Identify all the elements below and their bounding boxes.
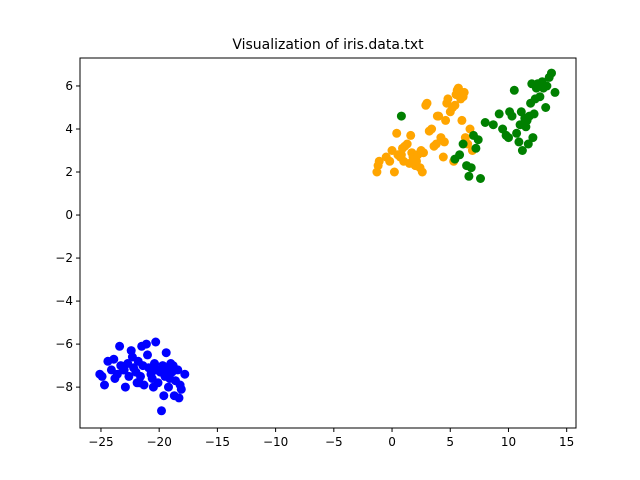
data-point-series-2	[488, 120, 498, 130]
data-point-series-0	[174, 393, 184, 403]
data-point-series-1	[385, 156, 395, 166]
data-point-series-2	[471, 143, 481, 153]
data-point-series-1	[374, 156, 384, 166]
data-point-series-2	[473, 135, 483, 145]
data-point-series-2	[547, 68, 556, 78]
data-point-series-0	[141, 339, 151, 349]
data-point-series-0	[115, 341, 125, 351]
data-point-series-0	[143, 350, 152, 360]
data-point-series-0	[176, 384, 186, 394]
data-point-series-0	[124, 371, 134, 381]
data-point-series-2	[505, 107, 515, 117]
data-point-series-1	[443, 94, 453, 104]
data-point-series-1	[439, 137, 449, 147]
data-point-series-1	[457, 115, 467, 125]
data-point-series-0	[100, 380, 109, 390]
data-point-series-2	[530, 94, 540, 104]
data-point-series-2	[542, 81, 552, 91]
data-point-series-0	[120, 382, 130, 392]
data-point-series-1	[450, 100, 460, 110]
chart-title: Visualization of iris.data.txt	[232, 37, 424, 53]
x-tick-label: −15	[205, 435, 230, 449]
x-tick-label: 10	[501, 435, 516, 449]
data-point-series-1	[422, 98, 432, 108]
y-tick-label: 6	[65, 79, 73, 93]
data-point-series-2	[396, 111, 406, 121]
points-layer	[95, 68, 560, 416]
data-point-series-2	[541, 103, 551, 112]
data-point-series-1	[392, 128, 402, 138]
y-tick-label: −4	[55, 294, 73, 308]
y-tick-label: 0	[65, 208, 73, 222]
data-point-series-2	[458, 139, 468, 149]
x-tick-label: 15	[559, 435, 574, 449]
data-point-series-2	[529, 109, 539, 119]
data-point-series-2	[517, 146, 527, 155]
x-axis: −25 −20 −15 −10 −5 0 5 10 15	[88, 428, 574, 449]
data-point-series-1	[432, 111, 442, 121]
data-point-series-2	[466, 163, 476, 173]
data-point-series-0	[164, 382, 173, 392]
data-point-series-0	[119, 365, 129, 375]
data-point-series-0	[109, 354, 119, 364]
x-tick-label: 5	[446, 435, 454, 449]
data-point-series-2	[509, 85, 519, 95]
data-point-series-2	[528, 133, 538, 143]
y-axis: −8 −6 −4 −2 0 2 4 6	[55, 79, 80, 394]
y-tick-label: 2	[65, 165, 73, 179]
data-point-series-0	[134, 378, 144, 388]
x-tick-label: −20	[147, 435, 172, 449]
x-tick-label: −25	[88, 435, 113, 449]
data-point-series-2	[476, 174, 485, 183]
y-tick-label: −2	[55, 251, 73, 265]
data-point-series-0	[180, 369, 190, 379]
data-point-series-0	[159, 391, 169, 401]
x-tick-label: −10	[263, 435, 288, 449]
data-point-series-1	[427, 124, 437, 134]
data-point-series-1	[438, 152, 448, 162]
data-point-series-2	[464, 171, 474, 181]
data-point-series-2	[455, 150, 465, 160]
data-point-series-0	[173, 365, 183, 375]
data-point-series-2	[480, 118, 490, 127]
data-point-series-1	[402, 139, 412, 149]
data-point-series-0	[161, 348, 171, 358]
data-point-series-1	[459, 87, 469, 97]
y-tick-label: −6	[55, 337, 73, 351]
data-point-series-0	[157, 406, 166, 416]
data-point-series-1	[417, 167, 427, 177]
data-point-series-1	[441, 115, 451, 125]
data-point-series-2	[494, 109, 504, 119]
data-point-series-2	[522, 115, 532, 125]
data-point-series-1	[406, 130, 416, 140]
data-point-series-1	[416, 146, 426, 155]
data-point-series-2	[514, 137, 524, 147]
y-tick-label: −8	[55, 380, 73, 394]
data-point-series-1	[431, 139, 441, 149]
x-tick-label: 0	[388, 435, 396, 449]
data-point-series-1	[396, 150, 406, 160]
data-point-series-0	[148, 382, 158, 392]
data-point-series-2	[523, 139, 533, 149]
data-point-series-2	[550, 87, 560, 97]
x-tick-label: −5	[325, 435, 343, 449]
data-point-series-0	[151, 337, 161, 347]
y-tick-label: 4	[65, 122, 73, 136]
data-point-series-2	[512, 128, 522, 138]
data-point-series-1	[389, 167, 399, 177]
data-point-series-0	[97, 371, 107, 381]
plot-frame	[79, 57, 577, 429]
data-point-series-2	[504, 133, 513, 143]
